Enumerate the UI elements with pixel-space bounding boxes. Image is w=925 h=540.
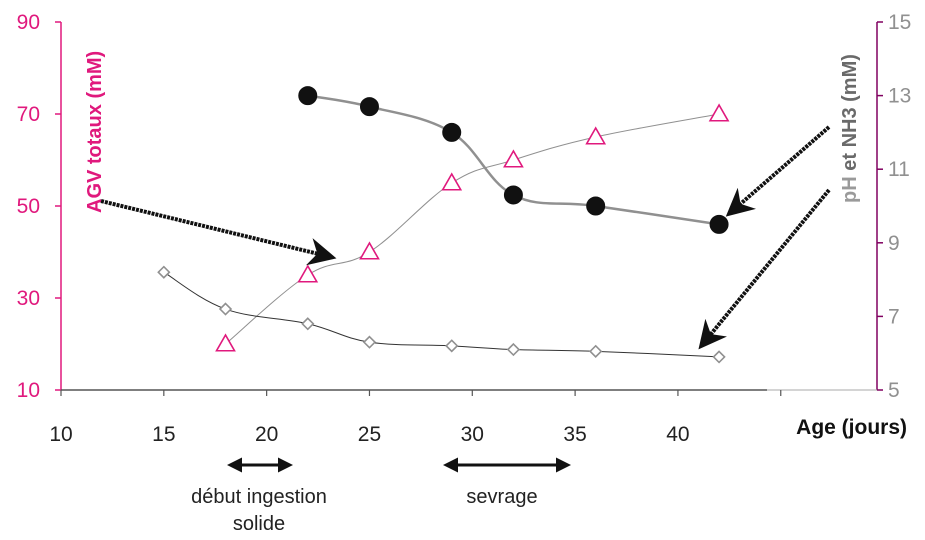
right-tick-label-0: 5 bbox=[888, 379, 900, 402]
series-2-point-0 bbox=[157, 265, 171, 279]
x-tick-label-0: 10 bbox=[49, 423, 72, 446]
series-1-point-5 bbox=[709, 214, 729, 234]
left-tick-label-2: 50 bbox=[17, 195, 40, 218]
debut-ingestion-label: début ingestion bbox=[191, 486, 327, 508]
x-tick-label-3: 25 bbox=[358, 423, 381, 446]
series-0-point-2 bbox=[359, 241, 380, 260]
series-0-point-1 bbox=[297, 264, 319, 283]
right-axis-title-ph: pH bbox=[839, 176, 861, 203]
debut-ingestion-label-2: solide bbox=[233, 513, 285, 535]
pointer-arrow-nh3 bbox=[698, 188, 831, 350]
series-1-point-2 bbox=[442, 122, 462, 142]
series-0-point-3 bbox=[441, 172, 463, 191]
right-tick-label-1: 7 bbox=[888, 305, 900, 328]
series-0-point-6 bbox=[708, 103, 730, 122]
series-0-line bbox=[225, 113, 720, 345]
series-0-point-5 bbox=[585, 126, 607, 145]
series-2-point-7 bbox=[712, 350, 726, 364]
right-axis-title-nh3: et NH3 (mM) bbox=[839, 54, 861, 176]
sevrage-label: sevrage bbox=[466, 486, 537, 508]
series-2-point-5 bbox=[506, 342, 521, 357]
left-tick-label-3: 70 bbox=[17, 103, 40, 126]
right-tick-label-4: 13 bbox=[888, 85, 911, 108]
left-tick-label-0: 10 bbox=[17, 379, 40, 402]
series-1-point-0 bbox=[298, 86, 318, 106]
pointer-arrow-ph bbox=[725, 125, 831, 217]
series-1-point-3 bbox=[503, 185, 523, 205]
right-tick-label-3: 11 bbox=[888, 158, 910, 181]
x-tick-label-2: 20 bbox=[255, 423, 278, 446]
x-tick-label-5: 35 bbox=[563, 423, 586, 446]
series-2-point-2 bbox=[301, 317, 315, 331]
left-tick-label-4: 90 bbox=[17, 11, 40, 34]
right-tick-label-2: 9 bbox=[888, 232, 900, 255]
series-2-point-4 bbox=[445, 339, 459, 353]
series-2-point-3 bbox=[362, 335, 377, 349]
series-2-line bbox=[163, 271, 720, 358]
x-tick-label-6: 40 bbox=[666, 423, 689, 446]
series-1-point-1 bbox=[359, 97, 379, 117]
left-axis-title: AGV totaux (mM) bbox=[84, 51, 106, 213]
right-tick-label-5: 15 bbox=[888, 11, 911, 34]
left-tick-label-1: 30 bbox=[17, 287, 40, 310]
series-2-point-1 bbox=[218, 302, 233, 316]
right-axis-title: pH et NH3 (mM) bbox=[839, 54, 861, 203]
series-2-point-6 bbox=[589, 344, 603, 358]
series-0-point-4 bbox=[503, 149, 524, 168]
x-axis-title: Age (jours) bbox=[796, 416, 907, 439]
pointer-arrow-left-axis bbox=[100, 199, 337, 266]
x-tick-label-1: 15 bbox=[152, 423, 175, 446]
series-0-point-0 bbox=[215, 333, 236, 352]
x-tick-label-4: 30 bbox=[461, 423, 484, 446]
series-1-point-4 bbox=[586, 196, 606, 216]
